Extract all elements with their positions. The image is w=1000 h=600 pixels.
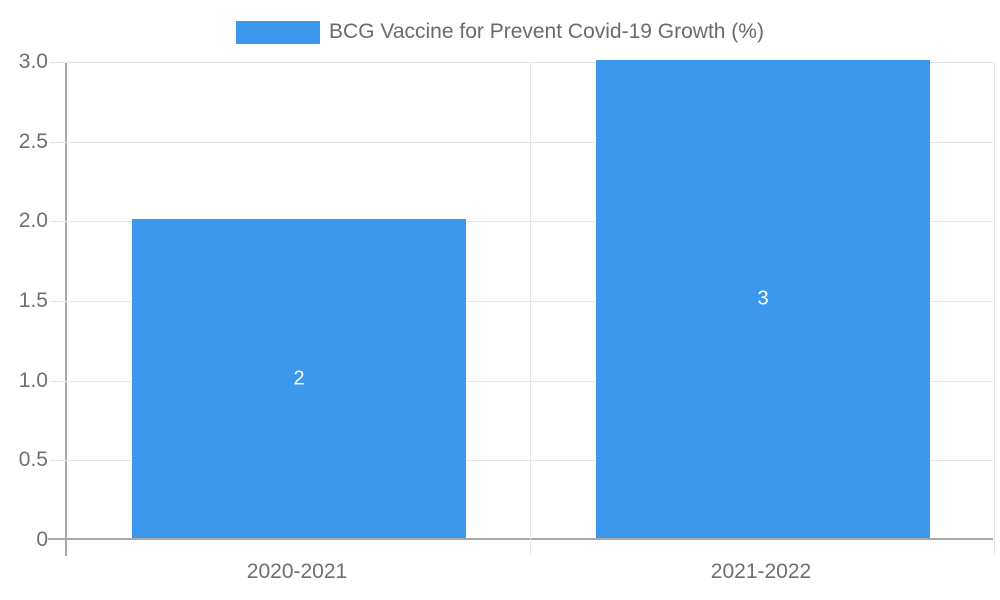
chart-bar[interactable]: 3 [596, 60, 930, 538]
y-axis-below-tick [65, 540, 67, 556]
bar-value-label: 3 [757, 287, 769, 310]
y-tick-label: 3.0 [18, 50, 48, 73]
category-separator [994, 62, 995, 554]
y-tick-label: 0 [36, 528, 48, 551]
gridline [50, 460, 993, 462]
gridline [50, 301, 993, 302]
chart-bar[interactable]: 2 [132, 219, 466, 538]
legend-label: BCG Vaccine for Prevent Covid-19 Growth … [329, 20, 764, 43]
gridline [50, 221, 993, 223]
gridline [50, 62, 993, 63]
y-tick-label: 2.5 [18, 129, 48, 153]
y-tick-label: 2.0 [18, 209, 48, 233]
x-axis-origin-tick [48, 538, 65, 540]
gridline [50, 380, 993, 382]
y-tick-label: 1.0 [18, 368, 48, 392]
bar-value-label: 2 [293, 367, 305, 390]
legend-item[interactable]: BCG Vaccine for Prevent Covid-19 Growth … [0, 18, 1000, 46]
gridline [50, 141, 993, 143]
x-tick-label: 2021-2022 [710, 560, 812, 583]
y-tick-label: 1.5 [18, 289, 48, 312]
legend-swatch-icon [236, 20, 321, 44]
category-separator [530, 62, 531, 554]
y-tick-label: 0.5 [18, 448, 48, 472]
x-tick-label: 2020-2021 [246, 560, 348, 583]
